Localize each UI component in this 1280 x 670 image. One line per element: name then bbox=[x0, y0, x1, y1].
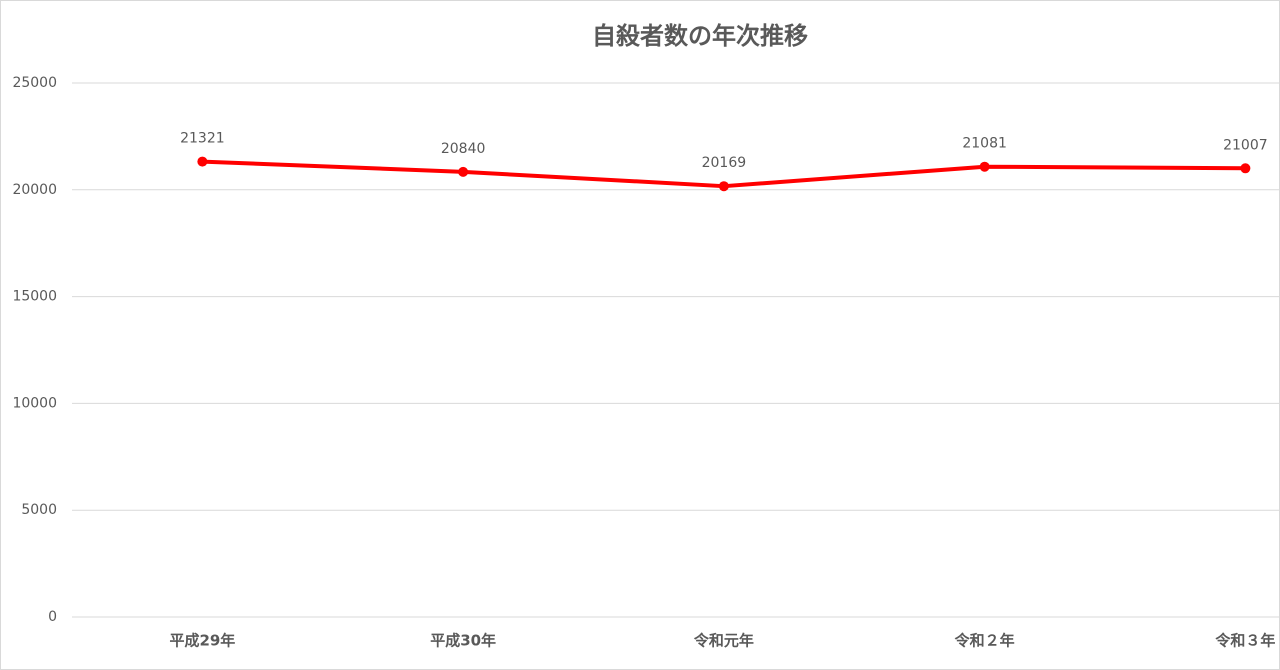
point bbox=[458, 166, 469, 177]
point bbox=[197, 156, 208, 167]
data-label: 20169 bbox=[702, 155, 747, 171]
y-tick-label: 15000 bbox=[12, 289, 57, 305]
data-label: 21081 bbox=[962, 136, 1007, 152]
y-tick-label: 5000 bbox=[21, 502, 57, 518]
point bbox=[979, 161, 990, 172]
x-tick-label: 令和３年 bbox=[1215, 632, 1275, 650]
point bbox=[1240, 163, 1251, 174]
y-tick-label: 0 bbox=[48, 609, 57, 625]
x-tick-label: 平成30年 bbox=[430, 632, 496, 650]
data-label: 21007 bbox=[1223, 137, 1268, 153]
x-tick-label: 平成29年 bbox=[169, 632, 235, 650]
x-tick-label: 令和２年 bbox=[955, 632, 1015, 650]
y-tick-label: 25000 bbox=[12, 75, 57, 91]
x-tick-label: 令和元年 bbox=[694, 632, 754, 650]
data-label: 20840 bbox=[441, 141, 486, 157]
point bbox=[718, 181, 729, 192]
y-tick-label: 20000 bbox=[12, 182, 57, 198]
chart-title: 自殺者数の年次推移 bbox=[592, 22, 808, 50]
y-tick-label: 10000 bbox=[12, 395, 57, 411]
data-label: 21321 bbox=[180, 131, 225, 147]
